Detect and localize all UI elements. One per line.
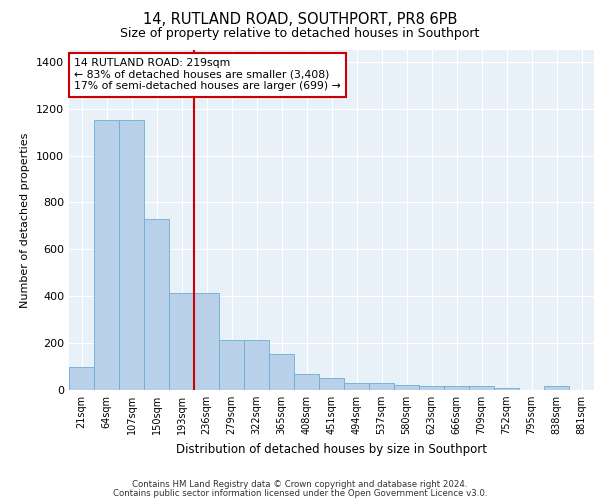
Bar bbox=[344, 383, 369, 390]
Bar bbox=[469, 386, 494, 390]
Bar bbox=[194, 292, 219, 390]
Bar bbox=[269, 354, 294, 390]
Bar bbox=[419, 386, 444, 390]
Bar bbox=[294, 374, 319, 390]
Bar bbox=[119, 120, 144, 390]
Bar bbox=[369, 383, 394, 390]
Y-axis label: Number of detached properties: Number of detached properties bbox=[20, 132, 31, 308]
Bar bbox=[69, 366, 94, 390]
Text: 14, RUTLAND ROAD, SOUTHPORT, PR8 6PB: 14, RUTLAND ROAD, SOUTHPORT, PR8 6PB bbox=[143, 12, 457, 28]
Bar bbox=[94, 120, 119, 390]
Bar bbox=[544, 386, 569, 390]
Bar bbox=[444, 386, 469, 390]
Text: 14 RUTLAND ROAD: 219sqm
← 83% of detached houses are smaller (3,408)
17% of semi: 14 RUTLAND ROAD: 219sqm ← 83% of detache… bbox=[74, 58, 341, 92]
Bar bbox=[319, 378, 344, 390]
X-axis label: Distribution of detached houses by size in Southport: Distribution of detached houses by size … bbox=[176, 442, 487, 456]
Text: Contains HM Land Registry data © Crown copyright and database right 2024.: Contains HM Land Registry data © Crown c… bbox=[132, 480, 468, 489]
Text: Size of property relative to detached houses in Southport: Size of property relative to detached ho… bbox=[121, 28, 479, 40]
Bar bbox=[394, 386, 419, 390]
Bar bbox=[244, 340, 269, 390]
Bar bbox=[494, 388, 519, 390]
Bar bbox=[219, 340, 244, 390]
Bar bbox=[144, 219, 169, 390]
Text: Contains public sector information licensed under the Open Government Licence v3: Contains public sector information licen… bbox=[113, 488, 487, 498]
Bar bbox=[169, 292, 194, 390]
